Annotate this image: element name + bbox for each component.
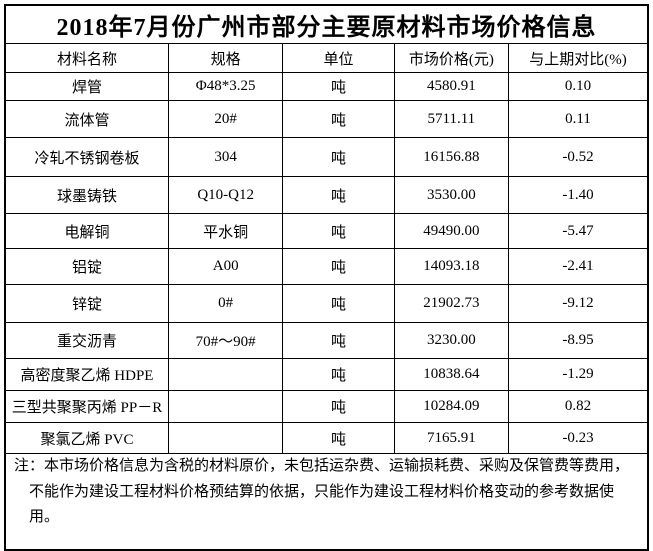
cell-material-name: 聚氯乙烯 PVC (4, 422, 169, 454)
cell-material-name: 冷轧不锈钢卷板 (4, 137, 169, 177)
table-row: 重交沥青 70#～90# 吨 3230.00 -8.95 (4, 322, 649, 359)
cell-material-name: 重交沥青 (4, 322, 169, 359)
cell-change: -0.23 (508, 422, 649, 454)
cell-material-name: 高密度聚乙烯 HDPE (4, 358, 169, 391)
table-row: 流体管 20# 吨 5711.11 0.11 (4, 100, 649, 138)
table-row: 锌锭 0# 吨 21902.73 -9.12 (4, 284, 649, 323)
column-header-spec: 规格 (167, 43, 284, 73)
table-row: 铝锭 A00 吨 14093.18 -2.41 (4, 248, 649, 285)
cell-spec: 0# (167, 284, 284, 323)
cell-unit: 吨 (282, 72, 395, 101)
title-row: 2018年7月份广州市部分主要原材料市场价格信息 (4, 4, 649, 44)
cell-change: -9.12 (508, 284, 649, 323)
cell-unit: 吨 (282, 284, 395, 323)
note-row: 注：本市场价格信息为含税的材料原价，未包括运杂费、运输损耗费、采购及保管费等费用… (4, 453, 649, 550)
column-header-material-name: 材料名称 (4, 43, 169, 73)
cell-price: 3530.00 (393, 176, 510, 214)
table-row: 球墨铸铁 Q10-Q12 吨 3530.00 -1.40 (4, 176, 649, 214)
cell-spec: A00 (167, 248, 284, 285)
column-header-market-price: 市场价格(元) (393, 43, 510, 73)
cell-change: -5.47 (508, 213, 649, 249)
cell-price: 10838.64 (393, 358, 510, 391)
table-row: 聚氯乙烯 PVC 吨 7165.91 -0.23 (4, 422, 649, 454)
cell-price: 49490.00 (393, 213, 510, 249)
cell-unit: 吨 (282, 137, 395, 177)
cell-unit: 吨 (282, 322, 395, 359)
table-row: 高密度聚乙烯 HDPE 吨 10838.64 -1.29 (4, 358, 649, 391)
table-row: 焊管 Φ48*3.25 吨 4580.91 0.10 (4, 72, 649, 101)
column-header-change-vs-last-period: 与上期对比(%) (508, 43, 649, 73)
price-table: 2018年7月份广州市部分主要原材料市场价格信息 材料名称 规格 单位 市场价格… (4, 4, 649, 551)
cell-spec (167, 422, 284, 454)
cell-unit: 吨 (282, 422, 395, 454)
cell-change: -2.41 (508, 248, 649, 285)
cell-material-name: 焊管 (4, 72, 169, 101)
cell-change: 0.82 (508, 390, 649, 423)
cell-price: 14093.18 (393, 248, 510, 285)
cell-material-name: 球墨铸铁 (4, 176, 169, 214)
cell-unit: 吨 (282, 213, 395, 249)
cell-material-name: 锌锭 (4, 284, 169, 323)
cell-unit: 吨 (282, 390, 395, 423)
header-row: 材料名称 规格 单位 市场价格(元) 与上期对比(%) (4, 43, 649, 73)
cell-spec (167, 358, 284, 391)
cell-price: 4580.91 (393, 72, 510, 101)
cell-unit: 吨 (282, 100, 395, 138)
cell-change: -8.95 (508, 322, 649, 359)
cell-material-name: 三型共聚聚丙烯 PP－R (4, 390, 169, 423)
cell-price: 7165.91 (393, 422, 510, 454)
cell-price: 21902.73 (393, 284, 510, 323)
cell-unit: 吨 (282, 248, 395, 285)
column-header-unit: 单位 (282, 43, 395, 73)
cell-material-name: 电解铜 (4, 213, 169, 249)
cell-change: -1.29 (508, 358, 649, 391)
cell-change: 0.11 (508, 100, 649, 138)
cell-price: 3230.00 (393, 322, 510, 359)
cell-spec: Φ48*3.25 (167, 72, 284, 101)
cell-change: 0.10 (508, 72, 649, 101)
cell-spec: Q10-Q12 (167, 176, 284, 214)
cell-unit: 吨 (282, 176, 395, 214)
table-row: 三型共聚聚丙烯 PP－R 吨 10284.09 0.82 (4, 390, 649, 423)
table-row: 电解铜 平水铜 吨 49490.00 -5.47 (4, 213, 649, 249)
cell-spec: 304 (167, 137, 284, 177)
cell-price: 16156.88 (393, 137, 510, 177)
cell-price: 5711.11 (393, 100, 510, 138)
table-row: 冷轧不锈钢卷板 304 吨 16156.88 -0.52 (4, 137, 649, 177)
cell-spec: 20# (167, 100, 284, 138)
cell-material-name: 铝锭 (4, 248, 169, 285)
cell-material-name: 流体管 (4, 100, 169, 138)
cell-spec: 70#～90# (167, 322, 284, 359)
footnote-text: 注：本市场价格信息为含税的材料原价，未包括运杂费、运输损耗费、采购及保管费等费用… (14, 458, 630, 525)
cell-spec: 平水铜 (167, 213, 284, 249)
cell-spec (167, 390, 284, 423)
cell-change: -1.40 (508, 176, 649, 214)
cell-change: -0.52 (508, 137, 649, 177)
cell-unit: 吨 (282, 358, 395, 391)
cell-price: 10284.09 (393, 390, 510, 423)
note-cell: 注：本市场价格信息为含税的材料原价，未包括运杂费、运输损耗费、采购及保管费等费用… (4, 453, 649, 550)
page-title: 2018年7月份广州市部分主要原材料市场价格信息 (4, 4, 649, 44)
